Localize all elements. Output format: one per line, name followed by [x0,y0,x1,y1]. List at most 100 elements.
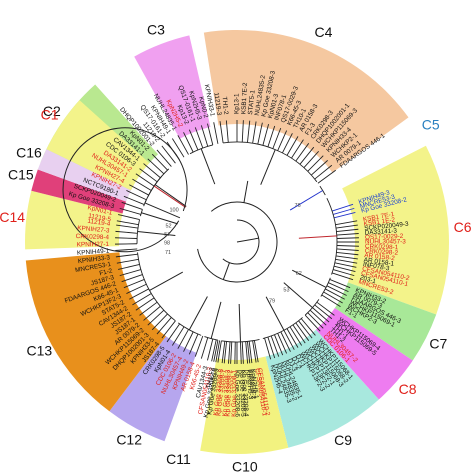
leaf-branch [325,288,345,300]
clade-stem [144,202,181,219]
clade-stem [238,303,241,342]
leaf-branch [333,207,355,215]
bootstrap-value: 53 [283,287,289,293]
leaf-branch [281,133,293,154]
leaf-branch [312,307,330,323]
leaf-branch [309,309,327,326]
leaf-branch [119,207,141,215]
leaf-branch [241,120,244,143]
bootstrap-value: 62 [296,271,302,277]
leaf-branch [166,323,181,343]
leaf-label: Kp13-1 [234,93,241,114]
leaf-label: KpN2H5-3 [244,369,254,400]
leaf-branch [267,336,276,359]
bootstrap-labels: 100 52 57 98 71 76 62 53 79 [164,203,302,305]
clade-stem [260,149,276,185]
leaf-branch [228,341,231,364]
clade-sector-c15 [31,169,127,214]
clade-label-c14: C14 [0,209,25,225]
backbone-arc [62,127,188,253]
clade-sector-c4 [203,30,409,173]
leaf-branch [183,331,194,352]
leaf-branch [118,264,140,270]
leaf-label: 11219-3 [212,92,222,116]
leaf-branch [240,341,242,364]
leaf-branch [126,190,147,201]
leaf-branch [336,237,359,239]
clade-stem [188,296,208,331]
leaf-branch [177,329,189,349]
leaf-branch [247,341,251,364]
clade-arc [320,277,331,297]
leaf-branch [329,279,351,289]
clade-stem [153,185,186,208]
leaf-branch [119,269,141,277]
leaf-label: SCKP020049-3 [364,221,409,233]
bootstrap-value: 52 [165,223,171,229]
leaf-branch [333,269,355,277]
leaf-label: NUHL30457-3 [365,239,406,246]
clade-sectors [24,30,449,455]
leaf-branch [248,341,253,364]
leaf-label: CRK0298-1 [365,243,399,251]
leaf-branch [317,169,336,184]
leaf-label: KPNIH33-3 [77,254,110,265]
leaf-branch [295,143,310,162]
leaf-branch [221,341,226,364]
leaf-branch [291,139,304,159]
clade-stem [149,271,184,291]
clade-label-c16: C16 [16,144,42,160]
leaf-branch [311,160,328,176]
clade-label-c6: C6 [454,219,472,235]
leaf-branch [135,297,155,311]
leaf-branch [129,288,149,300]
leaf-branch [336,228,359,232]
leaf-branch [321,294,341,308]
leaf-branch [333,265,356,272]
leaf-branch [277,130,288,151]
leaf-label: Kp Goe 33208-2 [225,369,234,417]
leaf-branch [194,127,204,149]
leaf-label: TH1-2 [221,97,230,116]
clade-label-c15: C15 [8,167,34,183]
clade-label-c9: C9 [334,432,352,448]
leaf-branch [171,326,185,346]
leaf-branch [225,120,229,143]
leaf-label: STAT5-1 [247,89,257,115]
leaf-branch [139,301,158,316]
leaf-branch [252,340,257,363]
leaf-branch [335,220,358,226]
leaf-branch [156,317,172,335]
leaf-branch [286,328,299,348]
leaf-label: KpN2H5-2 [247,369,257,400]
leaf-branch [115,230,138,234]
clade-label-c2: C2 [43,103,61,119]
clade-label-c10: C10 [232,459,258,474]
leaf-branch [326,285,347,296]
clade-sector-c8 [315,307,413,400]
clade-label-c5: C5 [422,116,440,132]
leaf-label: KSB1 1E-2 [363,216,396,227]
leaf-branch [292,324,306,344]
leaf-label: KPNIH27-3 [77,225,110,235]
leaf-branch [335,255,358,260]
clade-arc [139,209,143,217]
bootstrap-value: 76 [295,203,301,209]
leaf-branch [200,125,209,147]
leaf-branch [331,272,354,281]
leaf-branch [300,318,316,336]
leaf-branch [147,309,165,326]
leaf-branch [314,304,333,320]
clade-label-c4: C4 [315,24,333,40]
clade-label-c7: C7 [429,335,447,351]
clade-stem [137,231,176,237]
bootstrap-value: 71 [165,250,171,256]
leaf-branch [289,326,303,346]
leaf-branch [316,301,335,316]
leaf-branch [335,224,358,229]
clade-label-c13: C13 [26,342,52,358]
leaf-branch [135,173,155,187]
leaf-branch [264,338,272,360]
